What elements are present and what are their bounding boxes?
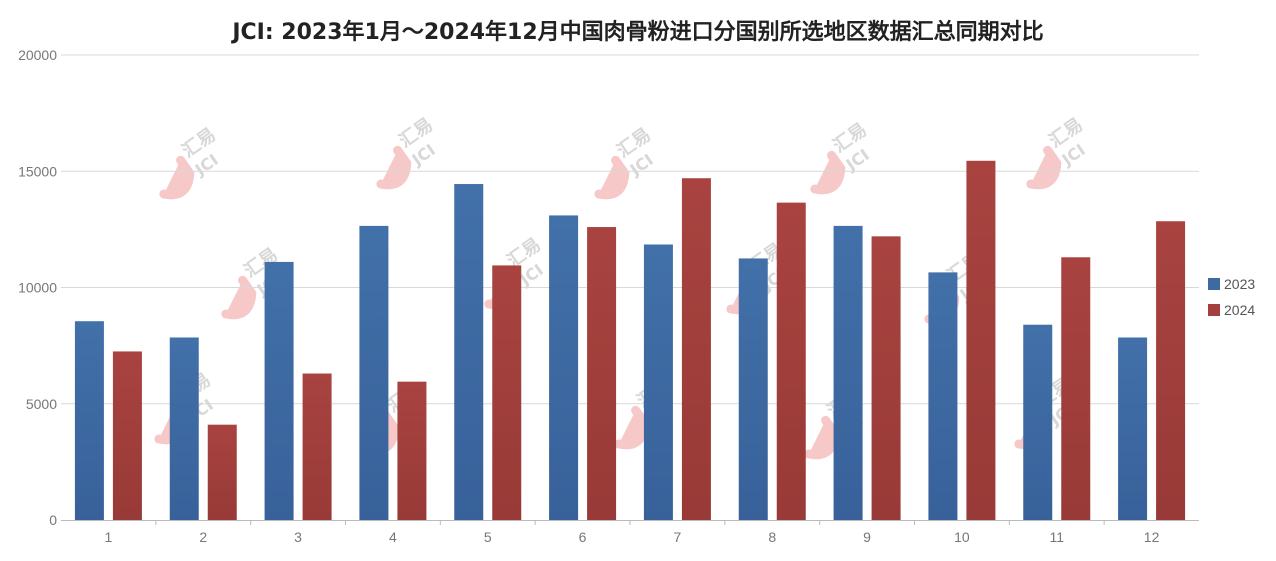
legend-swatch-2023 [1208,278,1220,290]
bar-2024-8 [776,202,806,520]
watermark-j-mark [594,155,630,200]
x-tick-label: 9 [863,529,871,545]
legend-swatch-2024 [1208,304,1220,316]
watermark-j-mark [810,150,846,195]
x-tick-label: 12 [1144,529,1160,545]
x-tick-label: 10 [954,529,970,545]
legend: 2023 2024 [1208,276,1255,318]
bar-2023-10 [928,272,958,520]
bar-2023-8 [738,258,768,520]
bar-2024-11 [1061,257,1091,520]
bar-2023-12 [1118,337,1148,520]
x-tick-label: 3 [294,529,302,545]
y-tick-label: 15000 [18,163,57,179]
gridlines [61,54,1199,405]
bar-2023-3 [264,261,294,520]
bar-2024-12 [1156,221,1186,521]
bar-2023-11 [1023,324,1053,520]
bar-2024-7 [681,178,711,520]
y-tick-label: 20000 [18,47,57,63]
x-tick-label: 7 [674,529,682,545]
bar-2024-6 [587,227,617,521]
bar-2024-3 [302,373,332,520]
legend-label-2024: 2024 [1224,302,1255,318]
bar-2024-4 [397,381,427,520]
bar-2024-1 [112,351,142,520]
x-tick-label: 8 [768,529,776,545]
bar-2024-10 [966,160,996,520]
watermark-j-mark [221,275,257,320]
y-tick-label: 5000 [26,396,57,412]
bar-2024-5 [492,265,522,520]
bar-2023-4 [359,225,389,520]
y-tick-label: 0 [49,512,57,528]
chart-title: JCI: 2023年1月～2024年12月中国肉骨粉进口分国别所选地区数据汇总同… [232,20,1044,45]
x-tick-label: 4 [389,529,397,545]
bar-2023-9 [833,225,863,520]
watermark-j-mark [1026,145,1062,190]
bar-2023-7 [643,244,673,521]
bar-2024-9 [871,236,901,520]
bar-2023-5 [454,184,484,520]
y-tick-label: 10000 [18,280,57,296]
bars [74,160,1186,521]
x-tick-label: 1 [105,529,113,545]
bar-2023-1 [74,321,104,520]
bar-2023-6 [549,215,579,521]
legend-label-2023: 2023 [1224,276,1255,292]
x-tick-label: 6 [579,529,587,545]
x-tick-label: 5 [484,529,492,545]
bar-2023-2 [169,337,199,520]
x-tick-label: 11 [1049,529,1064,545]
watermark-j-mark [376,145,412,190]
bar-2024-2 [207,424,237,520]
watermark-j-mark [159,155,195,200]
x-tick-label: 2 [199,529,207,545]
